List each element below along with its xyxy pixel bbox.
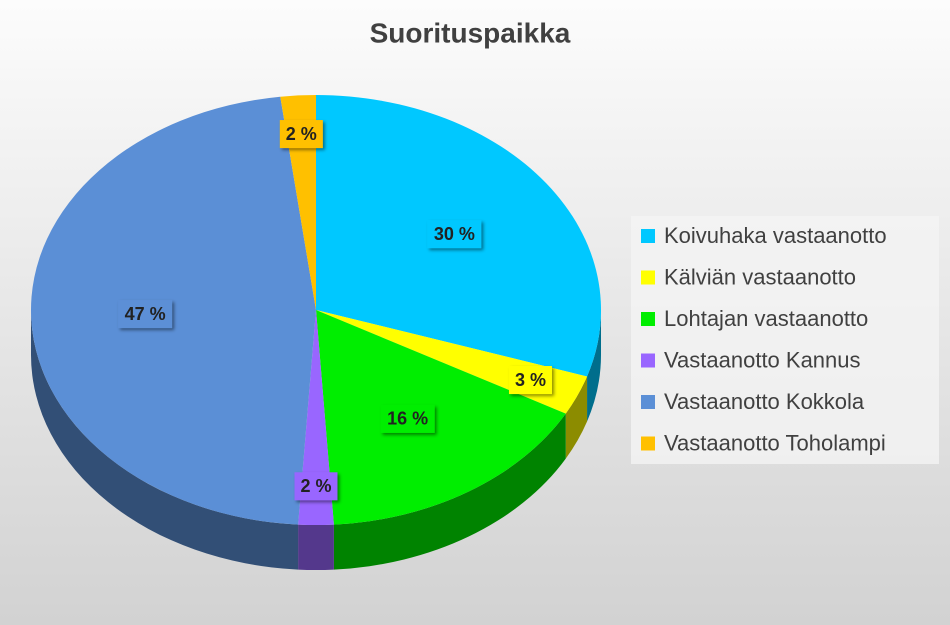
data-label-box (118, 300, 173, 329)
chart-title: Suorituspaikka (370, 17, 571, 48)
slice-side (31, 310, 299, 570)
legend-label: Koivuhaka vastaanotto (664, 223, 887, 248)
legend-label: Vastaanotto Kannus (664, 347, 861, 372)
data-label-text: 2 % (300, 476, 331, 496)
data-label-text: 2 % (286, 124, 317, 144)
data-label-box (279, 120, 323, 149)
legend-label: Vastaanotto Kokkola (664, 389, 865, 414)
data-label-box (508, 366, 552, 395)
slice (280, 95, 316, 310)
legend-swatch (641, 270, 655, 285)
legend-swatch (641, 395, 655, 409)
data-label: 2 % (294, 472, 338, 501)
data-label-text: 47 % (125, 304, 166, 324)
slice-side (333, 413, 566, 570)
data-label-box (380, 404, 435, 433)
data-label: 16 % (380, 404, 435, 433)
data-label-text: 30 % (434, 224, 475, 244)
legend-label: Lohtajan vastaanotto (664, 306, 868, 331)
slice (298, 310, 334, 526)
data-label-text: 3 % (515, 370, 546, 390)
slice-side (298, 524, 334, 570)
data-label-box (294, 472, 338, 501)
legend-swatch (641, 436, 655, 451)
slice-side (587, 310, 601, 422)
legend-label: Kälviän vastaanotto (664, 264, 856, 289)
legend-label: Vastaanotto Toholampi (664, 430, 886, 455)
legend-swatch (641, 312, 655, 326)
legend-swatch (641, 353, 655, 368)
data-label-text: 16 % (387, 409, 428, 429)
legend-box (631, 216, 939, 464)
slice (30, 96, 316, 525)
data-label: 3 % (508, 366, 552, 395)
data-label: 30 % (427, 220, 482, 249)
data-label: 47 % (118, 300, 173, 329)
data-label: 2 % (279, 120, 323, 149)
slice (316, 310, 566, 525)
slice-side (565, 376, 588, 459)
legend-swatch (641, 229, 655, 243)
data-label-box (427, 220, 482, 249)
